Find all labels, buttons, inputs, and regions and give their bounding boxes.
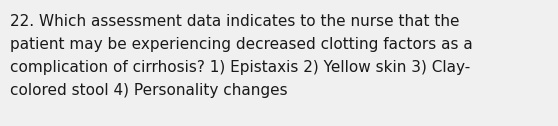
Text: colored stool 4) Personality changes: colored stool 4) Personality changes bbox=[10, 83, 287, 98]
Text: patient may be experiencing decreased clotting factors as a: patient may be experiencing decreased cl… bbox=[10, 37, 473, 52]
Text: 22. Which assessment data indicates to the nurse that the: 22. Which assessment data indicates to t… bbox=[10, 14, 459, 29]
Text: complication of cirrhosis? 1) Epistaxis 2) Yellow skin 3) Clay-: complication of cirrhosis? 1) Epistaxis … bbox=[10, 60, 470, 75]
